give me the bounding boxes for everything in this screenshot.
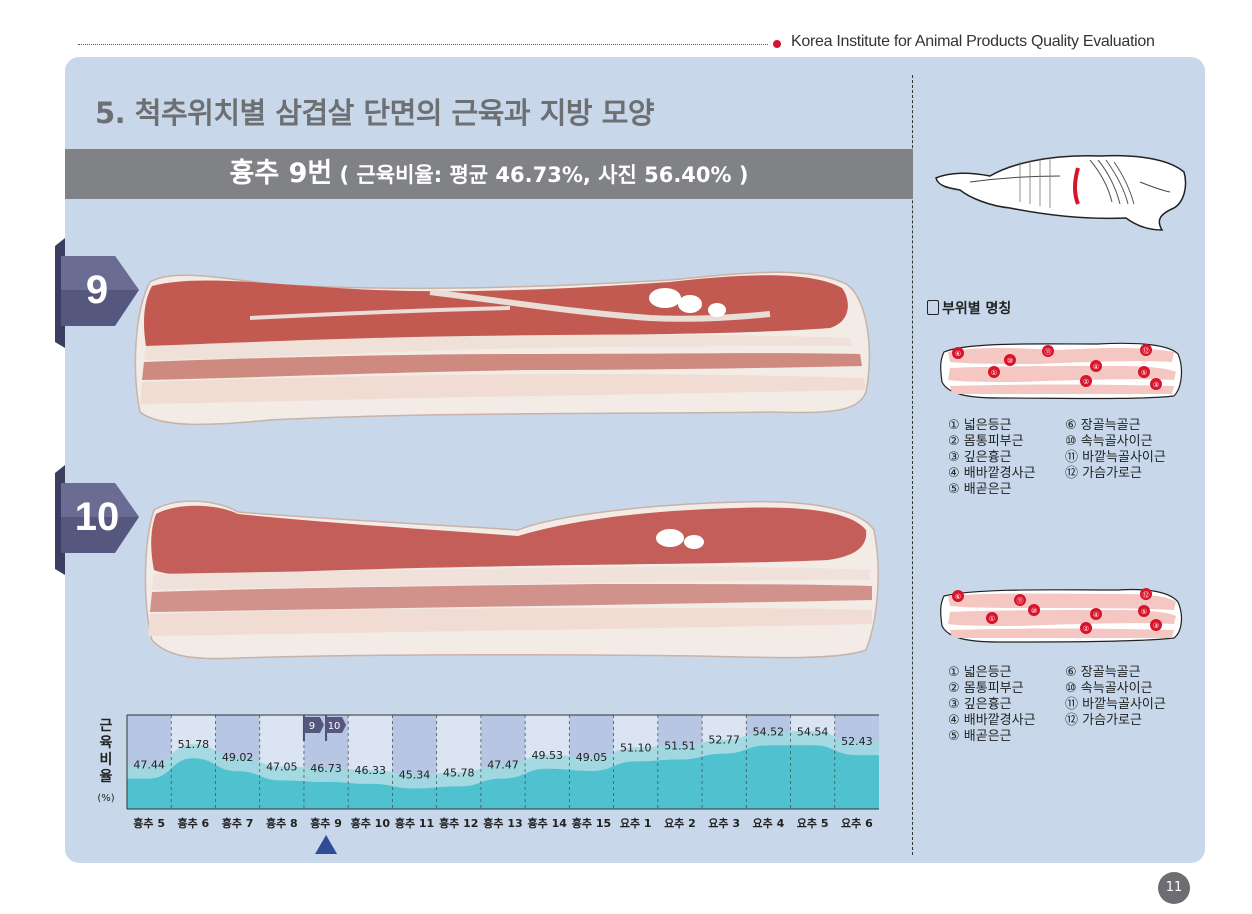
legend-item: ② 몸통피부근 [948, 434, 1024, 449]
diagram-label: ④ [1093, 363, 1099, 371]
legend-item: ⑫ 가슴가로근 [1065, 466, 1142, 481]
vertebra-tab-9: 9 [55, 238, 139, 348]
diagram-label: ③ [1153, 622, 1159, 630]
checkbox-icon [927, 300, 939, 315]
muscle-names-title: 부위별 명칭 [942, 301, 1012, 317]
legend-item: ⑥ 장골늑골근 [1065, 418, 1141, 433]
legend-item: ④ 배바깥경사근 [948, 466, 1036, 481]
chart-ylabel-text: 근육비율 [99, 718, 113, 785]
muscle-legend-bottom-right: ⑥ 장골늑골근 ⑩ 속늑골사이근 ⑪ 바깥늑골사이근 ⑫ 가슴가로근 [1065, 665, 1166, 729]
diagram-label: ⑫ [1143, 591, 1150, 599]
banner-sub: ( 근육비율: 평균 46.73%, 사진 56.40% ) [332, 163, 749, 187]
diagram-label: ⑥ [955, 593, 961, 601]
legend-item: ③ 깊은흉근 [948, 697, 1012, 712]
diagram-label: ① [991, 369, 997, 377]
legend-item: ⑫ 가슴가로근 [1065, 713, 1142, 728]
diagram-label: ② [1083, 625, 1089, 633]
diagram-markers-top: ⑥ ⑩ ⑪ ⑫ ① ④ ⑤ ② ③ [952, 344, 1162, 390]
page-title: 5. 척추위치별 삼겹살 단면의 근육과 지방 모양 [95, 96, 655, 130]
legend-item: ① 넓은등근 [948, 418, 1012, 433]
muscle-names-heading: 부위별 명칭 [927, 298, 1011, 318]
vertebra-tab-10: 10 [55, 465, 139, 575]
pork-belly-slab-10 [144, 500, 879, 660]
diagram-label: ③ [1153, 381, 1159, 389]
header-org-name: Korea Institute for Animal Products Qual… [791, 33, 1155, 50]
diagram-label: ⑩ [1007, 357, 1013, 365]
tab-label-9: 9 [85, 268, 109, 312]
legend-item: ⑩ 속늑골사이근 [1065, 681, 1153, 696]
tab-label-10: 10 [74, 495, 120, 539]
legend-item: ⑥ 장골늑골근 [1065, 665, 1141, 680]
muscle-legend-bottom-left: ① 넓은등근 ② 몸통피부근 ③ 깊은흉근 ④ 배바깥경사근 ⑤ 배곧은근 [948, 665, 1036, 745]
legend-item: ⑪ 바깥늑골사이근 [1065, 450, 1166, 465]
diagram-markers-bottom: ⑥ ⑩ ⑪ ⑫ ① ④ ⑤ ② ③ [952, 588, 1162, 634]
cross-section-diagram-top: ⑥ ⑩ ⑪ ⑫ ① ④ ⑤ ② ③ [940, 342, 1183, 400]
banner-main: 흉추 9번 [229, 158, 333, 189]
diagram-label: ⑤ [1141, 608, 1147, 616]
pork-belly-slab-9 [134, 271, 871, 426]
diagram-label: ⑩ [1031, 607, 1037, 615]
legend-item: ④ 배바깥경사근 [948, 713, 1036, 728]
legend-item: ⑤ 배곧은근 [948, 729, 1012, 744]
chart-yunit: (%) [97, 793, 115, 804]
page-number: 11 [1158, 872, 1190, 904]
legend-item: ⑩ 속늑골사이근 [1065, 434, 1153, 449]
legend-item: ② 몸통피부근 [948, 681, 1024, 696]
diagram-label: ⑤ [1141, 369, 1147, 377]
chart-ylabel: 근육비율 (%) [95, 718, 117, 807]
diagram-label: ⑪ [1017, 597, 1024, 605]
legend-item: ⑤ 배곧은근 [948, 482, 1012, 497]
header-bullet-icon [773, 40, 781, 48]
diagram-label: ① [989, 615, 995, 623]
diagram-label: ⑫ [1143, 347, 1150, 355]
panel-divider [912, 75, 913, 855]
diagram-label: ⑥ [955, 350, 961, 358]
header-rule [78, 44, 768, 45]
legend-item: ⑪ 바깥늑골사이근 [1065, 697, 1166, 712]
legend-item: ① 넓은등근 [948, 665, 1012, 680]
diagram-label: ⑪ [1045, 348, 1052, 356]
muscle-legend-top-left: ① 넓은등근 ② 몸통피부근 ③ 깊은흉근 ④ 배바깥경사근 ⑤ 배곧은근 [948, 418, 1036, 498]
pig-carcass-diagram [935, 154, 1187, 231]
legend-item: ③ 깊은흉근 [948, 450, 1012, 465]
diagram-label: ② [1083, 378, 1089, 386]
section-banner: 흉추 9번 ( 근육비율: 평균 46.73%, 사진 56.40% ) [65, 149, 913, 199]
cross-section-diagram-bottom: ⑥ ⑩ ⑪ ⑫ ① ④ ⑤ ② ③ [940, 588, 1183, 643]
diagram-label: ④ [1093, 611, 1099, 619]
muscle-legend-top-right: ⑥ 장골늑골근 ⑩ 속늑골사이근 ⑪ 바깥늑골사이근 ⑫ 가슴가로근 [1065, 418, 1166, 482]
